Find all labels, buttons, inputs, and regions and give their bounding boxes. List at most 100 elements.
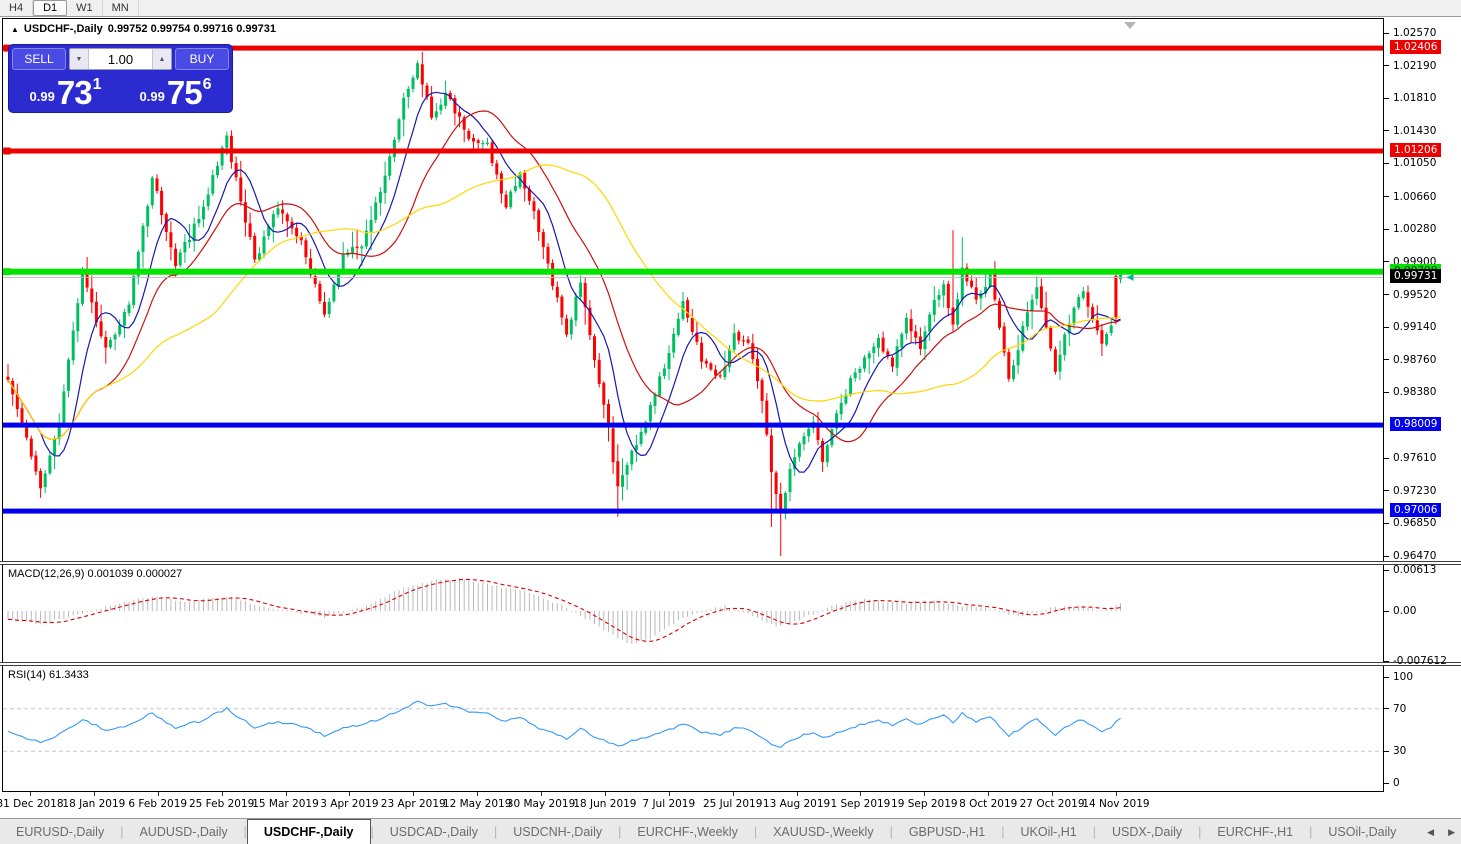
date-tick-mark bbox=[477, 792, 479, 796]
price-tick-mark bbox=[1384, 522, 1389, 524]
tab-scroll-arrows: ◀ ▶ bbox=[1427, 819, 1455, 844]
tab-separator: | bbox=[889, 825, 893, 839]
date-tick-label: 18 Jun 2019 bbox=[573, 798, 637, 810]
tab-separator: | bbox=[493, 825, 498, 839]
price-scale[interactable]: 1.02570 1.02190 1.01810 1.01430 1.01050 1.006… bbox=[1384, 18, 1461, 792]
timeframe-button-h4[interactable]: H4 bbox=[0, 0, 34, 16]
price-tick-label: 1.00660 bbox=[1393, 190, 1437, 203]
date-tick-mark bbox=[349, 792, 351, 796]
chart-ohlc-values: 0.99752 0.99754 0.99716 0.99731 bbox=[107, 23, 276, 35]
date-tick-label: 15 Mar 2019 bbox=[252, 798, 319, 810]
volume-decrease-button[interactable]: ▼ bbox=[70, 49, 89, 69]
price-tick-mark bbox=[1384, 228, 1389, 230]
price-tick-mark bbox=[1384, 555, 1389, 557]
tab-separator: | bbox=[1092, 825, 1096, 839]
price-level-badge: 0.99731 bbox=[1390, 269, 1442, 284]
price-tick-label: 1.01050 bbox=[1393, 157, 1437, 170]
chart-tab-xauusd-weekly[interactable]: XAUUSD-,Weekly bbox=[773, 825, 874, 839]
one-click-trading-panel: SELL ▼ ▲ BUY 0.99 73 1 0.99 75 6 bbox=[9, 45, 232, 112]
date-tick-label: 31 Dec 2018 bbox=[0, 798, 64, 810]
time-axis[interactable]: 31 Dec 2018 18 Jan 2019 6 Feb 2019 25 Feb 2… bbox=[0, 792, 1461, 818]
macd-scale-label: 0.00613 bbox=[1393, 564, 1437, 576]
date-tick-label: 6 Feb 2019 bbox=[128, 798, 188, 810]
date-tick-label: 27 Oct 2019 bbox=[1019, 798, 1085, 810]
price-tick-label: 0.97610 bbox=[1393, 452, 1437, 465]
macd-tick-mark bbox=[1384, 660, 1389, 662]
chart-tab-gbpusd-h1[interactable]: GBPUSD-,H1 bbox=[908, 825, 986, 839]
rsi-scale-label: 100 bbox=[1393, 671, 1414, 683]
date-tick-label: 23 Apr 2019 bbox=[380, 798, 446, 810]
tab-separator: | bbox=[618, 825, 622, 839]
price-tick-mark bbox=[1384, 32, 1389, 34]
rsi-tick-mark bbox=[1384, 782, 1389, 784]
date-tick-label: 3 Apr 2019 bbox=[320, 798, 379, 810]
price-tick-label: 0.96850 bbox=[1393, 517, 1437, 530]
price-tick-mark bbox=[1384, 294, 1389, 295]
date-tick-label: 13 Aug 2019 bbox=[762, 798, 831, 810]
chart-tab-eurusd-daily[interactable]: EURUSD-,Daily bbox=[16, 825, 105, 839]
date-tick-mark bbox=[1052, 792, 1054, 796]
chart-tab-usdx-daily[interactable]: USDX-,Daily bbox=[1112, 825, 1183, 839]
price-tick-mark bbox=[1384, 490, 1389, 492]
price-level-badge: 0.97006 bbox=[1390, 503, 1442, 518]
rsi-chart-canvas[interactable] bbox=[3, 666, 1383, 790]
tab-separator: | bbox=[370, 825, 374, 839]
date-tick-mark bbox=[860, 792, 862, 796]
date-tick-mark bbox=[604, 792, 606, 796]
date-tick-mark bbox=[668, 792, 670, 796]
price-tick-label: 1.01810 bbox=[1393, 92, 1437, 105]
rsi-tick-mark bbox=[1384, 708, 1389, 710]
macd-chart-canvas[interactable] bbox=[3, 565, 1383, 662]
timeframe-button-mn[interactable]: MN bbox=[103, 0, 139, 16]
price-tick-mark bbox=[1384, 65, 1389, 67]
tab-separator: | bbox=[753, 825, 758, 839]
buy-button[interactable]: BUY bbox=[175, 48, 229, 70]
main-chart-panel[interactable]: ▲ USDCHF-,Daily 0.99752 0.99754 0.99716 … bbox=[2, 18, 1384, 561]
sell-price-display[interactable]: 0.99 73 1 bbox=[29, 74, 102, 111]
price-tick-label: 0.96470 bbox=[1393, 550, 1437, 563]
rsi-panel[interactable]: RSI(14) 61.3433 bbox=[2, 666, 1384, 792]
rsi-scale-label: 30 bbox=[1393, 745, 1407, 758]
tab-scroll-right-icon[interactable]: ▶ bbox=[1448, 826, 1455, 837]
price-tick-label: 0.98760 bbox=[1393, 353, 1437, 366]
price-tick-label: 1.01430 bbox=[1393, 124, 1437, 137]
macd-scale-label: -0.007612 bbox=[1393, 655, 1447, 667]
timeframe-toolbar: H4 D1 W1 MN bbox=[0, 0, 1461, 17]
panel-splitter-rsi[interactable] bbox=[0, 662, 1461, 666]
chart-tab-audusd-daily[interactable]: AUDUSD-,Daily bbox=[139, 825, 228, 839]
date-tick-mark bbox=[285, 792, 287, 796]
date-tick-label: 19 Sep 2019 bbox=[891, 798, 958, 810]
chart-tab-eurchf-weekly[interactable]: EURCHF-,Weekly bbox=[637, 825, 738, 839]
macd-label: MACD(12,26,9) 0.001039 0.000027 bbox=[8, 568, 183, 580]
macd-tick-mark bbox=[1384, 610, 1389, 612]
chart-symbol-label: USDCHF-,Daily bbox=[23, 23, 103, 35]
sell-button[interactable]: SELL bbox=[12, 48, 66, 70]
date-tick-mark bbox=[1115, 792, 1117, 796]
chart-tab-ukoil-h1[interactable]: UKOil-,H1 bbox=[1020, 825, 1077, 839]
chart-tab-usdcnh-daily[interactable]: USDCNH-,Daily bbox=[513, 825, 603, 839]
chart-tab-usdcad-daily[interactable]: USDCAD-,Daily bbox=[389, 825, 478, 839]
timeframe-button-d1[interactable]: D1 bbox=[33, 0, 68, 16]
panel-splitter-macd[interactable] bbox=[0, 561, 1461, 565]
volume-input[interactable] bbox=[89, 49, 152, 69]
price-level-badge: 0.98009 bbox=[1390, 417, 1442, 432]
volume-increase-button[interactable]: ▲ bbox=[152, 49, 171, 69]
date-tick-label: 1 Sep 2019 bbox=[830, 798, 891, 810]
chart-tab-eurchf-h1[interactable]: EURCHF-,H1 bbox=[1217, 825, 1294, 839]
price-tick-label: 0.99140 bbox=[1393, 321, 1437, 334]
chart-tab-usoil-daily[interactable]: USOil-,Daily bbox=[1328, 825, 1397, 839]
price-tick-label: 0.99520 bbox=[1393, 288, 1437, 301]
macd-panel[interactable]: MACD(12,26,9) 0.001039 0.000027 bbox=[2, 565, 1384, 662]
date-tick-label: 18 Jan 2019 bbox=[62, 798, 126, 810]
price-tick-label: 1.02570 bbox=[1393, 27, 1437, 39]
collapse-arrow-icon[interactable]: ▲ bbox=[11, 24, 19, 34]
timeframe-button-w1[interactable]: W1 bbox=[67, 0, 103, 16]
buy-price-display[interactable]: 0.99 75 6 bbox=[139, 74, 212, 111]
price-tick-label: 1.02190 bbox=[1393, 59, 1437, 72]
rsi-scale-label: 0 bbox=[1393, 777, 1400, 789]
tab-separator: | bbox=[1198, 825, 1202, 839]
tab-scroll-left-icon[interactable]: ◀ bbox=[1427, 826, 1435, 837]
price-tick-mark bbox=[1384, 196, 1389, 198]
chart-tab-usdchf-daily[interactable]: USDCHF-,Daily bbox=[246, 819, 371, 844]
candlestick-chart-canvas[interactable] bbox=[3, 19, 1383, 560]
